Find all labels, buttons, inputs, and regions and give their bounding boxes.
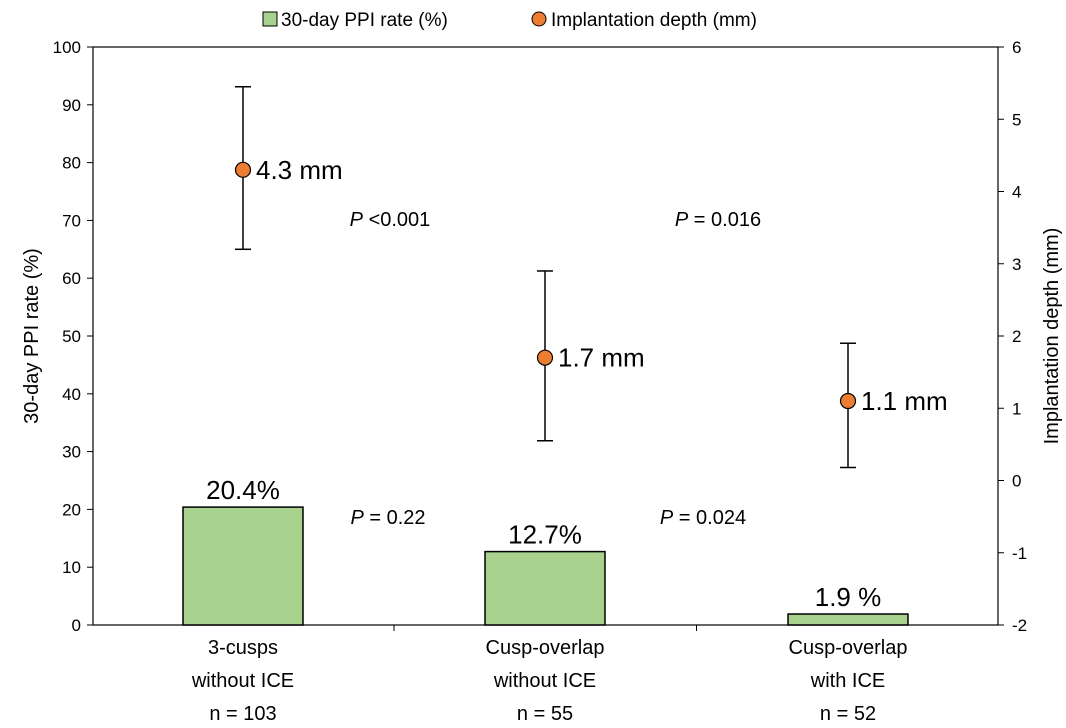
y-right-tick-label: 6 xyxy=(1012,38,1021,57)
x-category-label: n = 55 xyxy=(517,703,573,725)
x-category-label: with ICE xyxy=(810,670,885,692)
bar-data-label: 1.9 % xyxy=(815,582,882,612)
x-category-label: without ICE xyxy=(493,670,596,692)
depth-point xyxy=(536,349,554,366)
bar-data-label: 20.4% xyxy=(206,475,280,505)
depth-point xyxy=(839,392,857,410)
depth-data-label: 1.7 mm xyxy=(558,343,645,373)
x-category-label: without ICE xyxy=(191,670,294,692)
bar xyxy=(484,550,606,626)
y-left-tick-label: 40 xyxy=(62,385,81,404)
legend-label-depth: Implantation depth (mm) xyxy=(551,10,757,31)
p-value-annotation: P = 0.22 xyxy=(350,507,425,529)
x-category-label: n = 52 xyxy=(820,703,876,725)
y-left-tick-label: 60 xyxy=(62,269,81,288)
y-left-tick-label: 90 xyxy=(62,96,81,115)
y-right-axis-title: Implantation depth (mm) xyxy=(1041,228,1063,445)
y-left-axis-title: 30-day PPI rate (%) xyxy=(21,248,43,424)
y-left-tick-label: 70 xyxy=(62,211,81,230)
y-left-tick-label: 100 xyxy=(53,38,81,57)
y-right-tick-label: 4 xyxy=(1012,183,1021,202)
depth-data-label: 4.3 mm xyxy=(256,155,343,185)
x-category-label: n = 103 xyxy=(209,703,276,725)
x-category-label: Cusp-overlap xyxy=(486,637,605,659)
bar xyxy=(787,613,909,626)
y-left-tick-label: 20 xyxy=(62,500,81,519)
y-right-tick-label: 3 xyxy=(1012,255,1021,274)
y-left-tick-label: 10 xyxy=(62,558,81,577)
legend-label-bars: 30-day PPI rate (%) xyxy=(281,10,448,31)
y-left-tick-label: 50 xyxy=(62,327,81,346)
y-right-tick-label: 1 xyxy=(1012,399,1021,418)
depth-data-label: 1.1 mm xyxy=(861,386,948,416)
y-right-tick-label: 0 xyxy=(1012,472,1021,491)
x-category-label: 3-cusps xyxy=(208,637,278,659)
bar xyxy=(182,506,304,626)
p-value-annotation: P = 0.016 xyxy=(675,209,761,231)
y-right-tick-label: -2 xyxy=(1012,616,1027,635)
bar-data-label: 12.7% xyxy=(508,520,582,550)
legend-marker-depth xyxy=(531,11,547,27)
y-right-tick-label: 5 xyxy=(1012,110,1021,129)
y-left-tick-label: 80 xyxy=(62,154,81,173)
p-value-annotation: P <0.001 xyxy=(350,209,431,231)
y-right-tick-label: 2 xyxy=(1012,327,1021,346)
y-left-tick-label: 0 xyxy=(72,616,81,635)
depth-point xyxy=(234,161,252,178)
y-left-tick-label: 30 xyxy=(62,443,81,462)
x-category-label: Cusp-overlap xyxy=(789,637,908,659)
legend-marker-bars xyxy=(262,11,278,27)
y-right-tick-label: -1 xyxy=(1012,544,1027,563)
p-value-annotation: P = 0.024 xyxy=(660,507,746,529)
